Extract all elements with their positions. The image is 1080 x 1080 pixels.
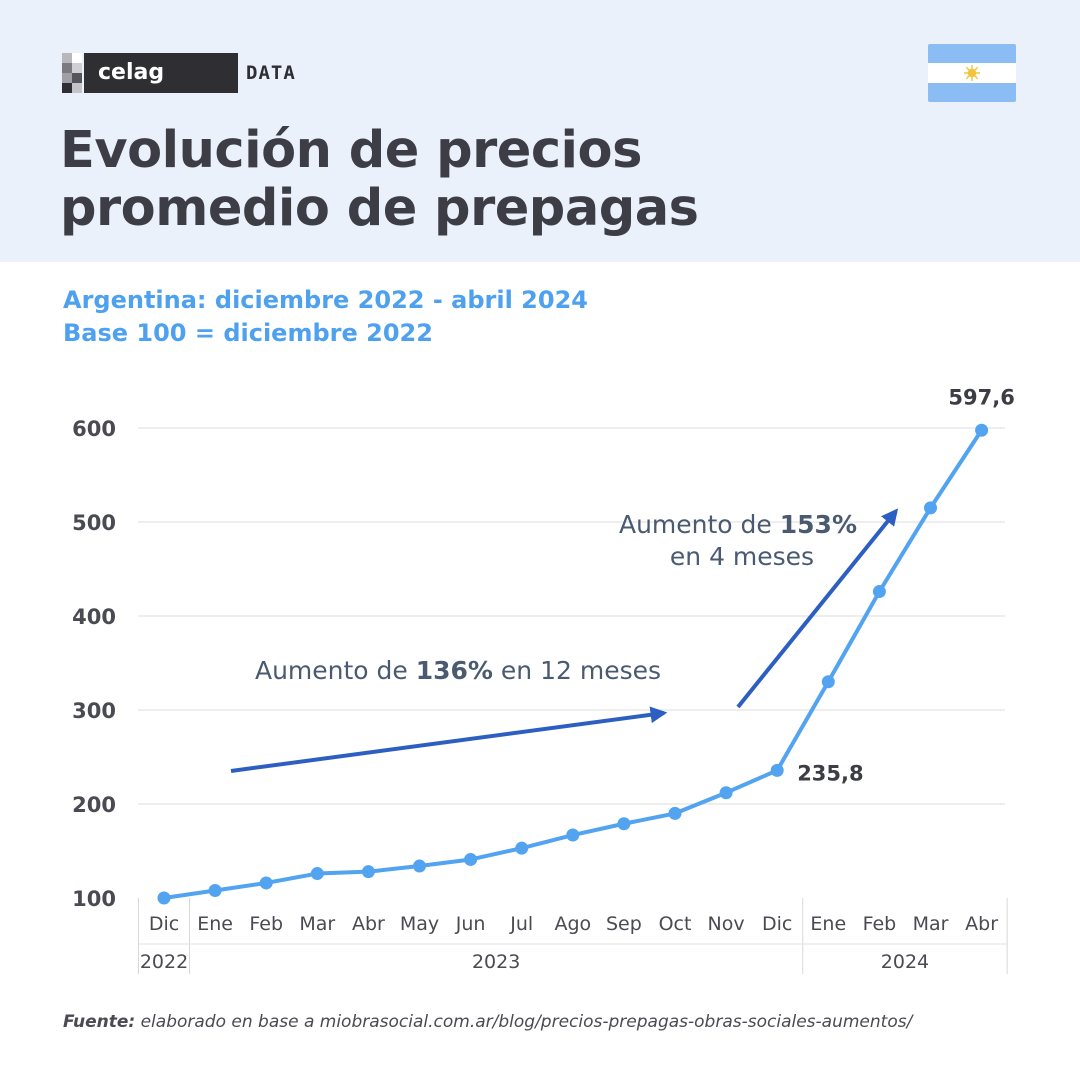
year-label: 2023 xyxy=(472,951,520,973)
data-point xyxy=(872,585,886,599)
y-tick-label: 500 xyxy=(72,511,116,535)
annotation-12-meses: Aumento de 136% en 12 meses xyxy=(255,656,661,685)
y-tick-label: 200 xyxy=(72,793,116,817)
chart-subtitle: Argentina: diciembre 2022 - abril 2024 B… xyxy=(63,284,963,350)
x-tick-label: Nov xyxy=(708,913,745,935)
x-tick-label: Mar xyxy=(913,913,949,935)
data-point xyxy=(157,891,171,905)
source-note: Fuente: elaborado en base a miobrasocial… xyxy=(63,1012,1063,1032)
year-label: 2024 xyxy=(881,951,929,973)
year-label: 2022 xyxy=(140,951,188,973)
data-point xyxy=(413,859,426,873)
data-point xyxy=(259,876,273,890)
x-tick-label: May xyxy=(400,913,439,935)
logo-suffix: DATA xyxy=(246,62,296,84)
y-tick-label: 100 xyxy=(72,887,116,911)
x-tick-label: Feb xyxy=(863,913,897,935)
data-point xyxy=(208,883,222,897)
annotation-percent: 136% xyxy=(416,656,493,685)
page-title: Evolución de precios promedio de prepaga… xyxy=(60,122,960,238)
data-point xyxy=(361,865,375,879)
data-label: 235,8 xyxy=(797,761,863,785)
x-tick-label: Dic xyxy=(762,913,792,935)
data-point xyxy=(464,852,478,866)
data-point xyxy=(821,675,835,689)
x-tick-label: Jul xyxy=(509,913,533,935)
x-tick-label: Ene xyxy=(810,913,846,935)
source-text: elaborado en base a miobrasocial.com.ar/… xyxy=(135,1012,913,1032)
annotation-4-meses: Aumento de 153% xyxy=(619,510,857,539)
y-tick-label: 300 xyxy=(72,699,116,723)
trend-arrow-4-meses xyxy=(736,508,899,709)
trend-arrow-12-meses xyxy=(230,706,668,773)
title-line-2: promedio de prepagas xyxy=(60,179,699,238)
annotation-4-meses-line2: en 4 meses xyxy=(670,542,814,571)
subtitle-line-1: Argentina: diciembre 2022 - abril 2024 xyxy=(63,286,588,314)
pixel-mark-icon xyxy=(62,53,102,93)
y-tick-label: 400 xyxy=(72,605,116,629)
x-tick-label: Ago xyxy=(554,913,591,935)
data-point xyxy=(770,763,784,777)
data-point xyxy=(668,806,682,820)
x-tick-label: Sep xyxy=(606,913,642,935)
x-tick-label: Dic xyxy=(149,913,179,935)
x-tick-label: Mar xyxy=(299,913,335,935)
x-tick-label: Abr xyxy=(352,913,385,935)
data-point xyxy=(566,828,580,842)
x-tick-label: Jun xyxy=(455,913,486,935)
annotation-percent: 153% xyxy=(780,510,857,539)
data-point xyxy=(924,501,937,515)
x-tick-label: Feb xyxy=(249,913,283,935)
y-tick-label: 600 xyxy=(72,417,116,441)
x-tick-label: Oct xyxy=(659,913,692,935)
header-banner: celag DATA Evolución de precios promedio… xyxy=(0,0,1080,262)
sun-of-may-icon xyxy=(964,65,980,81)
data-point xyxy=(719,786,733,800)
argentina-flag-icon xyxy=(928,44,1016,102)
data-point xyxy=(310,867,324,881)
x-tick-label: Ene xyxy=(197,913,233,935)
x-tick-label: Abr xyxy=(965,913,998,935)
data-point xyxy=(515,841,529,855)
source-label: Fuente: xyxy=(63,1012,136,1032)
data-point xyxy=(617,817,631,831)
subtitle-line-2: Base 100 = diciembre 2022 xyxy=(63,319,433,347)
annotation-text: en 12 meses xyxy=(493,656,661,685)
annotation-text: Aumento de xyxy=(619,510,780,539)
data-label: 597,6 xyxy=(948,385,1014,409)
data-point xyxy=(975,423,989,437)
annotation-text: Aumento de xyxy=(255,656,416,685)
title-line-1: Evolución de precios xyxy=(60,121,642,180)
logo-wordmark: celag xyxy=(84,53,238,93)
